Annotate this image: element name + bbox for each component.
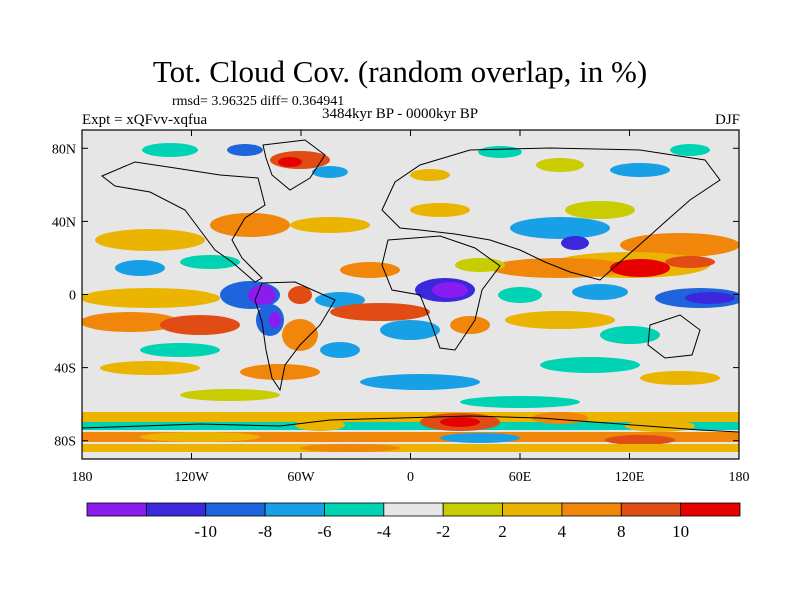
lat-tick-label: 0 xyxy=(69,289,76,304)
colorbar xyxy=(86,502,741,517)
lon-tick-label: 60W xyxy=(287,470,315,485)
coastlines xyxy=(82,139,739,433)
colorbar-swatch xyxy=(145,502,207,517)
lat-tick-label: 40N xyxy=(52,215,76,230)
lat-tick-label: 80S xyxy=(54,435,76,450)
colorbar-swatch xyxy=(205,502,266,517)
axis-ticks xyxy=(81,130,740,459)
anomaly-field xyxy=(82,143,739,452)
colorbar-label: 2 xyxy=(498,522,507,541)
colorbar-labels: -10 -8 -6 -4 -2 2 4 8 10 xyxy=(194,522,689,541)
longitude-labels: 180 120W 60W 0 60E 120E 180 xyxy=(72,470,750,485)
colorbar-label: -8 xyxy=(258,522,272,541)
latitude-labels: 80N 40N 0 40S 80S xyxy=(52,142,76,449)
colorbar-label: 10 xyxy=(672,522,689,541)
colorbar-swatch xyxy=(86,502,147,517)
colorbar-swatch xyxy=(502,502,563,517)
colorbar-swatch xyxy=(383,502,444,517)
colorbar-label: 8 xyxy=(617,522,626,541)
lon-tick-label: 0 xyxy=(407,470,414,485)
lon-tick-label: 180 xyxy=(729,470,750,485)
lat-tick-label: 80N xyxy=(52,142,76,157)
colorbar-swatch xyxy=(264,502,325,517)
colorbar-swatch xyxy=(680,502,741,517)
lon-tick-label: 60E xyxy=(509,470,532,485)
colorbar-label: -4 xyxy=(377,522,392,541)
lon-tick-label: 120W xyxy=(174,470,209,485)
colorbar-label: 4 xyxy=(558,522,567,541)
experiment-label: Expt = xQFvv-xqfua xyxy=(82,112,208,128)
lon-tick-label: 180 xyxy=(72,470,93,485)
stats-label: rmsd= 3.96325 diff= 0.364941 xyxy=(172,94,345,109)
colorbar-label: -2 xyxy=(436,522,450,541)
colorbar-swatch xyxy=(561,502,622,517)
season-label: DJF xyxy=(714,112,740,128)
colorbar-label: -10 xyxy=(194,522,217,541)
colorbar-swatch xyxy=(324,502,385,517)
colorbar-label: -6 xyxy=(317,522,331,541)
lat-tick-label: 40S xyxy=(54,362,76,377)
period-label: 3484kyr BP - 0000kyr BP xyxy=(322,106,479,122)
colorbar-swatch xyxy=(620,502,682,517)
map-title: Tot. Cloud Cov. (random overlap, in %) xyxy=(152,54,648,89)
colorbar-swatch xyxy=(442,502,503,517)
lon-tick-label: 120E xyxy=(615,470,645,485)
